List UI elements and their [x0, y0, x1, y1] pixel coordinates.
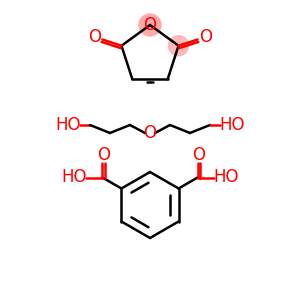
Text: HO: HO	[55, 116, 81, 134]
Text: O: O	[199, 28, 212, 46]
Circle shape	[169, 36, 188, 56]
Text: O: O	[88, 28, 101, 46]
Text: O: O	[97, 146, 110, 164]
Text: HO: HO	[213, 169, 239, 187]
Text: HO: HO	[219, 116, 245, 134]
Text: O: O	[143, 16, 157, 34]
Text: O: O	[143, 124, 157, 142]
Circle shape	[139, 14, 161, 36]
Text: O: O	[192, 146, 205, 164]
Text: HO: HO	[61, 169, 87, 187]
